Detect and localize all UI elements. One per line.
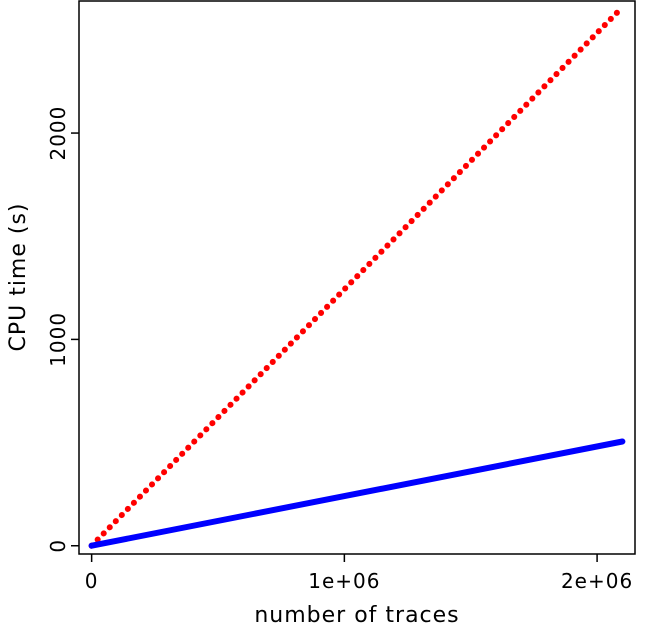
y-tick-label: 1000 [46,312,70,367]
series-line-2 [88,438,626,549]
x-tick-label: 2e+06 [561,569,633,593]
plot-frame [78,0,636,555]
y-tick-label: 2000 [46,106,70,161]
series-layer [88,4,626,549]
y-axis-label: CPU time (s) [6,202,31,351]
x-tick-label: 0 [85,569,99,593]
series-line-1 [88,4,626,549]
y-axis-ticks: 0 1000 2000 [46,106,79,553]
x-axis-ticks: 0 1e+06 2e+06 [85,554,633,593]
y-tick-label: 0 [46,539,70,553]
x-tick-label: 1e+06 [308,569,380,593]
x-axis-label: number of traces [254,603,459,627]
